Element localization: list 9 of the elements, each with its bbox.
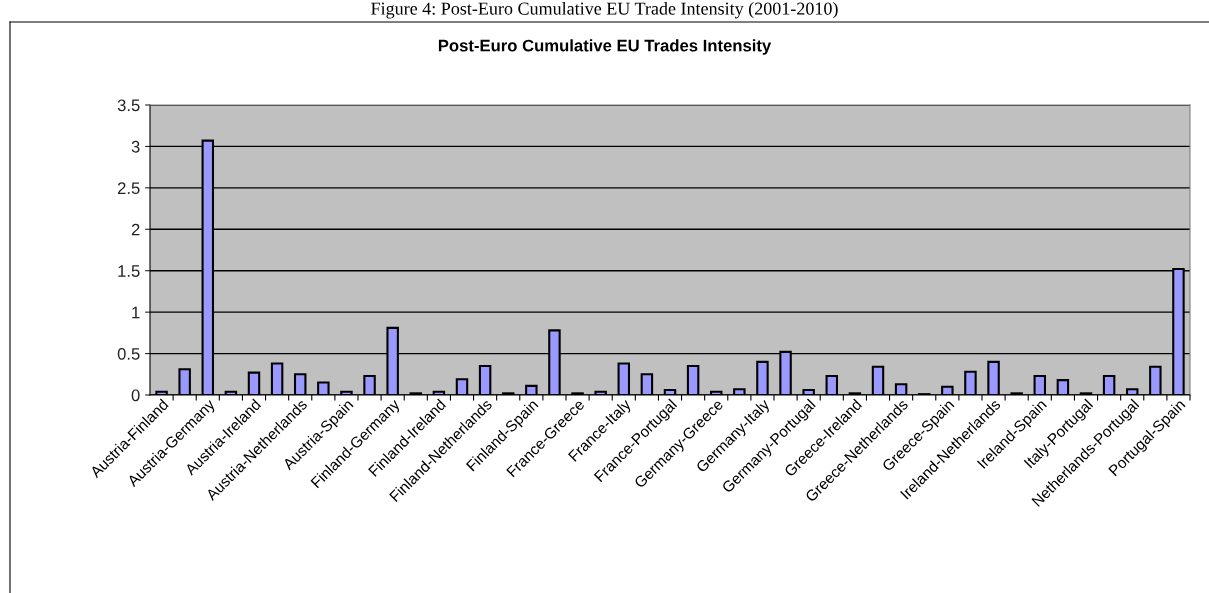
y-tick-label: 2	[131, 223, 140, 236]
y-tick-label: 2.5	[117, 182, 140, 195]
y-tick-label: 1.5	[118, 265, 140, 277]
chart-title: Post-Euro Cumulative EU Trades Intensity	[438, 39, 772, 55]
y-tick-label: 3	[131, 140, 140, 153]
y-tick-label: 1	[132, 306, 140, 319]
y-tick-label: 0.5	[117, 347, 140, 360]
caption: Figure 4: Post-Euro Cumulative EU Trade Intensity (2001-2010)	[371, 2, 838, 19]
y-tick-label: 3.5	[117, 99, 140, 112]
